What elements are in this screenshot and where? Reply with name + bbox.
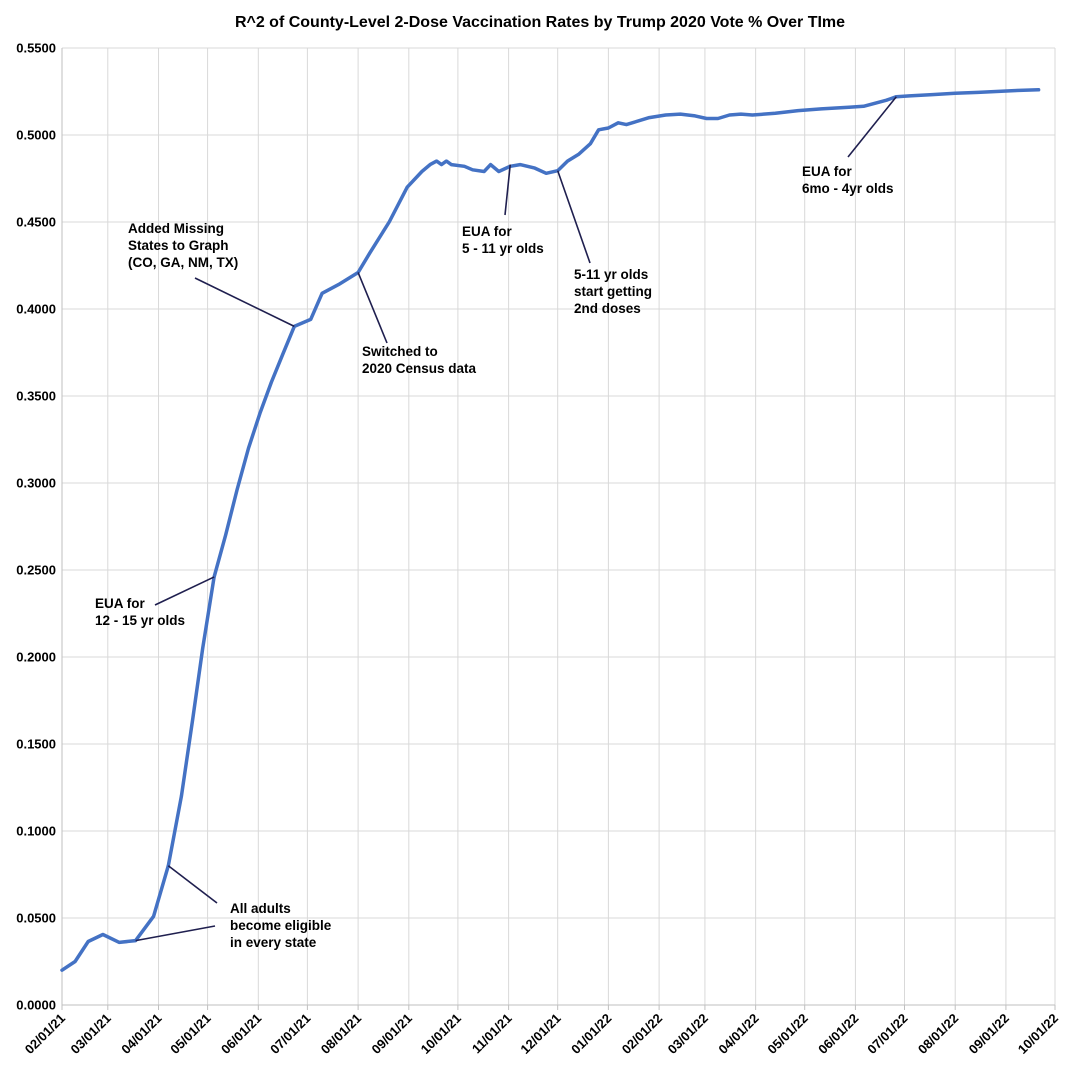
y-tick-label: 0.2500 [16,563,56,578]
annotation: EUA for 6mo - 4yr olds [802,96,897,196]
series-line [60,88,1041,972]
annotation-leader-line [847,96,897,158]
annotation-text: 12 - 15 yr olds [95,613,185,628]
annotation-text: All adults [230,901,291,916]
annotations: EUA for 12 - 15 yr olds All adults become e… [95,96,897,950]
annotation-text: 6mo - 4yr olds [802,181,894,196]
annotation-text: EUA for [462,224,512,239]
grid [62,47,1056,1005]
axes [61,48,1056,1010]
annotation-leader-line [556,170,591,264]
y-tick-label: 0.3000 [16,476,56,491]
annotation-leader-line [167,865,218,904]
y-tick-label: 0.3500 [16,389,56,404]
annotation-text: in every state [230,935,317,950]
y-tick-label: 0.4500 [16,215,56,230]
annotation-leader-line [194,277,295,328]
annotation-text: 2020 Census data [362,361,477,376]
annotation-leader-line [154,576,215,606]
annotation-text: Switched to [362,344,438,359]
annotation-text: 5-11 yr olds [574,267,648,282]
y-tick-label: 0.0000 [16,998,56,1013]
annotation: 5-11 yr olds start getting 2nd doses [556,170,652,316]
annotation-text: 5 - 11 yr olds [462,241,544,256]
annotation-leader-line [357,272,388,344]
annotation-text: EUA for [95,596,145,611]
annotation-leader-line [135,925,216,942]
y-tick-label: 0.2000 [16,650,56,665]
y-tick-labels: 0.0000 0.0500 0.1000 0.1500 0.2000 0.2500 0.30… [16,41,56,1013]
annotation-text: Added Missing [128,221,224,236]
annotation-text: States to Graph [128,238,229,253]
y-tick-label: 0.0500 [16,911,56,926]
series [60,88,1041,972]
y-tick-label: 0.5000 [16,128,56,143]
annotation-text: start getting [574,284,652,299]
y-tick-label: 0.5500 [16,41,56,56]
annotation-text: 2nd doses [574,301,641,316]
annotation: EUA for 12 - 15 yr olds [95,576,215,628]
annotation: All adults become eligible in every state [135,865,332,950]
chart-title: R^2 of County-Level 2-Dose Vaccination R… [235,14,845,31]
annotation: Switched to 2020 Census data [357,272,477,376]
annotation: EUA for 5 - 11 yr olds [462,164,544,256]
y-tick-label: 0.1500 [16,737,56,752]
y-tick-label: 0.1000 [16,824,56,839]
annotation-text: EUA for [802,164,852,179]
annotation-leader-line [504,164,512,216]
annotation-text: (CO, GA, NM, TX) [128,255,238,270]
annotation-text: become eligible [230,918,332,933]
y-tick-label: 0.4000 [16,302,56,317]
annotation: Added Missing States to Graph (CO, GA, NM,… [128,221,295,328]
